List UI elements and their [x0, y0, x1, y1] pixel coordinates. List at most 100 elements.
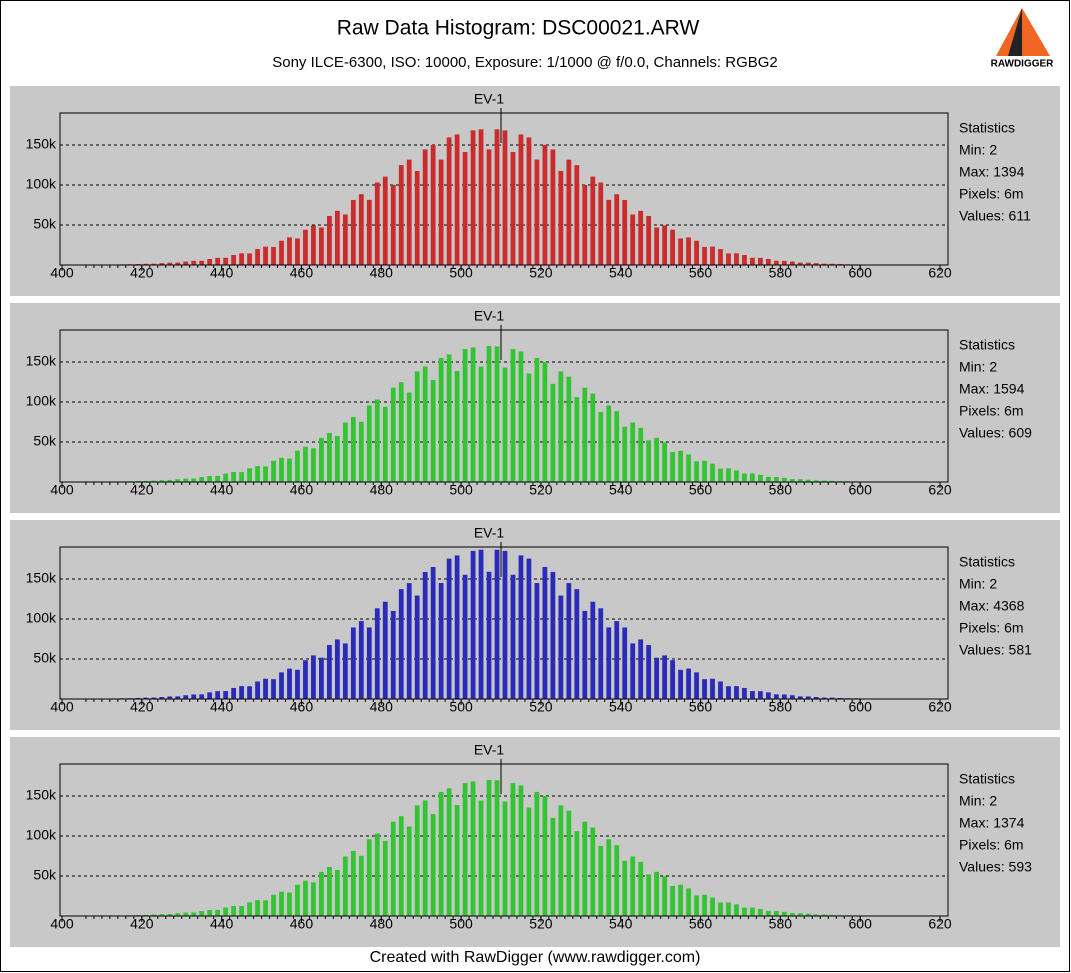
bar [414, 805, 420, 916]
bar [750, 257, 755, 265]
bar [223, 691, 229, 699]
bar [207, 259, 213, 265]
bar [374, 608, 380, 699]
bar [143, 697, 149, 699]
bar [726, 686, 731, 699]
x-tick-label: 580 [769, 482, 793, 498]
bar [598, 608, 604, 699]
x-tick-label: 620 [928, 699, 952, 715]
bar [630, 856, 636, 916]
bar [630, 214, 636, 265]
bar [718, 468, 723, 482]
bar [239, 906, 244, 916]
bar [813, 697, 819, 699]
bar [765, 259, 771, 265]
marker-label: EV-1 [474, 742, 505, 758]
bar [558, 171, 564, 265]
bar [534, 159, 540, 265]
bar [462, 783, 468, 916]
x-tick-label: 500 [449, 265, 473, 281]
x-tick-label: 600 [849, 265, 873, 281]
bar [805, 913, 811, 916]
bar [797, 479, 803, 482]
bar [789, 913, 795, 916]
bar [326, 432, 332, 482]
bar [542, 567, 548, 699]
x-tick-label: 440 [210, 265, 234, 281]
bar [789, 261, 795, 265]
bar [502, 130, 508, 265]
bar [390, 610, 396, 699]
bar [470, 550, 476, 699]
x-tick-label: 440 [210, 699, 234, 715]
bar [398, 165, 404, 265]
bar [829, 914, 835, 916]
x-tick-label: 400 [50, 482, 74, 498]
x-tick-label: 600 [849, 699, 873, 715]
bar [797, 696, 803, 699]
subtitle: Sony ILCE-6300, ISO: 10000, Exposure: 1/… [272, 54, 778, 71]
bar [534, 791, 540, 916]
bar [510, 574, 516, 699]
bar [606, 405, 612, 482]
bar [374, 833, 380, 916]
bar [478, 366, 484, 482]
y-tick-label: 150k [26, 787, 57, 803]
bar [207, 476, 213, 482]
bar [662, 225, 668, 265]
bar [789, 695, 795, 699]
bar [662, 442, 668, 482]
bar [358, 855, 364, 916]
bar [646, 440, 652, 482]
bar [374, 399, 380, 482]
bar [582, 387, 588, 482]
x-tick-label: 520 [529, 699, 553, 715]
bar [215, 909, 221, 916]
bar [398, 382, 404, 482]
x-tick-label: 540 [609, 265, 633, 281]
bar [781, 477, 787, 482]
bar [295, 238, 300, 265]
bar [199, 694, 205, 699]
y-tick-label: 100k [26, 176, 57, 192]
y-tick-label: 150k [26, 136, 57, 152]
x-tick-label: 500 [449, 699, 473, 715]
bar [183, 261, 189, 265]
marker-label: EV-1 [474, 525, 505, 541]
bar [366, 627, 372, 699]
bar [710, 463, 715, 482]
bar [758, 691, 763, 699]
statistic: Min: 2 [959, 576, 997, 592]
bar [518, 555, 524, 699]
bar [279, 672, 284, 699]
bar [159, 480, 165, 482]
bar [526, 807, 532, 916]
x-tick-label: 460 [290, 916, 314, 932]
bar [702, 460, 707, 482]
bar [334, 870, 340, 916]
bar [319, 657, 324, 699]
bar [821, 697, 827, 699]
bar [773, 911, 779, 916]
statistic: Min: 2 [959, 359, 997, 375]
bar [287, 892, 292, 916]
bar [422, 800, 428, 916]
bar [813, 914, 819, 916]
bar [726, 468, 731, 482]
logo: RAWDIGGER [991, 8, 1054, 70]
x-tick-label: 620 [928, 482, 952, 498]
statistic: Statistics [959, 554, 1015, 570]
statistic: Max: 1374 [959, 815, 1025, 831]
bar [574, 397, 580, 482]
bar [494, 780, 500, 916]
bar [686, 668, 691, 699]
statistic: Statistics [959, 771, 1015, 787]
bar [422, 149, 428, 265]
bar [287, 237, 292, 265]
bar [199, 477, 205, 482]
bar [350, 627, 356, 699]
bar [590, 176, 596, 265]
y-tick-label: 100k [26, 610, 57, 626]
bar [726, 253, 731, 265]
bar [526, 558, 532, 699]
